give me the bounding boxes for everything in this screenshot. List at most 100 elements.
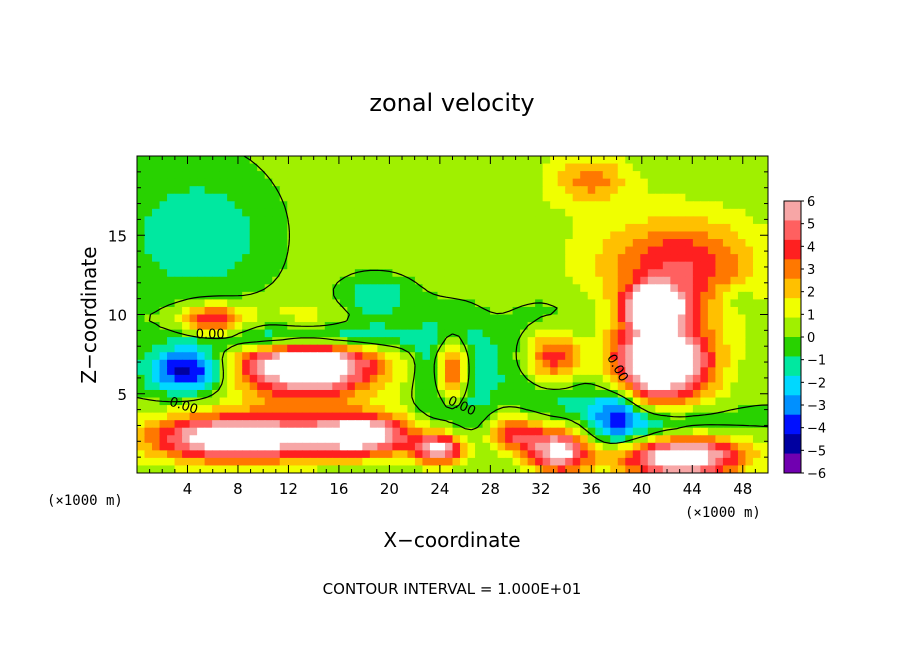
heatmap-cell (257, 291, 266, 301)
heatmap-cell (760, 344, 768, 353)
heatmap-cell (302, 208, 311, 217)
heatmap-cell (204, 223, 213, 233)
heatmap-cell (692, 186, 701, 195)
heatmap-cell (437, 389, 446, 399)
heatmap-cell (324, 412, 333, 421)
heatmap-cell (520, 223, 529, 233)
heatmap-cell (497, 178, 506, 187)
heatmap-cell (362, 352, 371, 361)
heatmap-cell (257, 178, 266, 187)
heatmap-cell (550, 208, 559, 217)
heatmap-cell (482, 322, 491, 331)
heatmap-cell (692, 269, 701, 278)
heatmap-cell (354, 246, 363, 255)
heatmap-cell (392, 163, 401, 172)
heatmap-cell (279, 269, 288, 278)
heatmap-cell (407, 156, 416, 165)
heatmap-cell (602, 178, 611, 187)
heatmap-cell (527, 427, 536, 436)
heatmap-cell (692, 405, 701, 414)
heatmap-cell (197, 420, 206, 429)
heatmap-cell (572, 397, 581, 406)
heatmap-cell (234, 374, 243, 384)
heatmap-cell (692, 291, 701, 301)
heatmap-cell (460, 322, 469, 331)
heatmap-cell (677, 208, 686, 217)
heatmap-cell (414, 193, 424, 202)
heatmap-cell (715, 223, 724, 233)
heatmap-cell (309, 329, 318, 338)
heatmap-cell (625, 201, 634, 210)
heatmap-cell (407, 201, 416, 210)
heatmap-cell (580, 223, 589, 233)
heatmap-cell (204, 208, 213, 217)
heatmap-cell (565, 156, 574, 165)
heatmap-cell (242, 442, 251, 451)
heatmap-cell (737, 284, 747, 293)
heatmap-cell (692, 329, 701, 338)
heatmap-cell (407, 171, 416, 180)
heatmap-cell (745, 291, 754, 301)
heatmap-cell (137, 216, 146, 225)
heatmap-cell (242, 359, 251, 368)
heatmap-cell (249, 465, 258, 473)
heatmap-cell (475, 178, 484, 187)
heatmap-cell (249, 193, 258, 202)
heatmap-cell (625, 412, 634, 421)
heatmap-cell (752, 344, 762, 353)
heatmap-cell (647, 276, 656, 285)
heatmap-cell (602, 382, 611, 391)
heatmap-cell (565, 171, 574, 180)
heatmap-cell (354, 291, 363, 301)
heatmap-cell (294, 246, 303, 255)
heatmap-cell (332, 178, 341, 187)
heatmap-cell (737, 223, 747, 233)
heatmap-cell (610, 171, 619, 180)
heatmap-cell (640, 171, 649, 180)
heatmap-cell (339, 299, 348, 308)
heatmap-cell (159, 223, 168, 233)
heatmap-cell (242, 201, 251, 210)
heatmap-cell (399, 435, 409, 444)
heatmap-cell (302, 269, 311, 278)
heatmap-cell (745, 178, 754, 187)
heatmap-cell (670, 269, 679, 278)
heatmap-cell (159, 269, 168, 278)
heatmap-cell (677, 322, 686, 331)
heatmap-cell (414, 156, 424, 165)
heatmap-cell (685, 269, 694, 278)
heatmap-cell (354, 231, 363, 240)
heatmap-cell (670, 186, 679, 195)
heatmap-cell (662, 405, 671, 414)
heatmap-cell (557, 193, 566, 202)
heatmap-cell (685, 223, 694, 233)
heatmap-cell (460, 201, 469, 210)
heatmap-cell (219, 208, 228, 217)
heatmap-cell (242, 178, 251, 187)
heatmap-cell (625, 442, 634, 451)
heatmap-cell (452, 208, 461, 217)
heatmap-cell (692, 382, 701, 391)
heatmap-cell (632, 389, 641, 399)
heatmap-cell (279, 374, 288, 384)
heatmap-cell (467, 291, 476, 301)
heatmap-cell (227, 156, 236, 165)
heatmap-cell (677, 239, 686, 248)
heatmap-cell (475, 344, 484, 353)
heatmap-cell (287, 389, 296, 399)
heatmap-cell (602, 239, 611, 248)
heatmap-cell (610, 352, 619, 361)
heatmap-cell (287, 465, 296, 473)
heatmap-cell (715, 231, 724, 240)
heatmap-cell (339, 269, 348, 278)
heatmap-cell (392, 156, 401, 165)
heatmap-cell (294, 299, 303, 308)
heatmap-cell (302, 427, 311, 436)
heatmap-cell (715, 465, 724, 473)
heatmap-cell (159, 465, 168, 473)
heatmap-cell (332, 465, 341, 473)
heatmap-cell (197, 201, 206, 210)
heatmap-cell (219, 186, 228, 195)
heatmap-cell (429, 435, 439, 444)
heatmap-cell (347, 201, 356, 210)
